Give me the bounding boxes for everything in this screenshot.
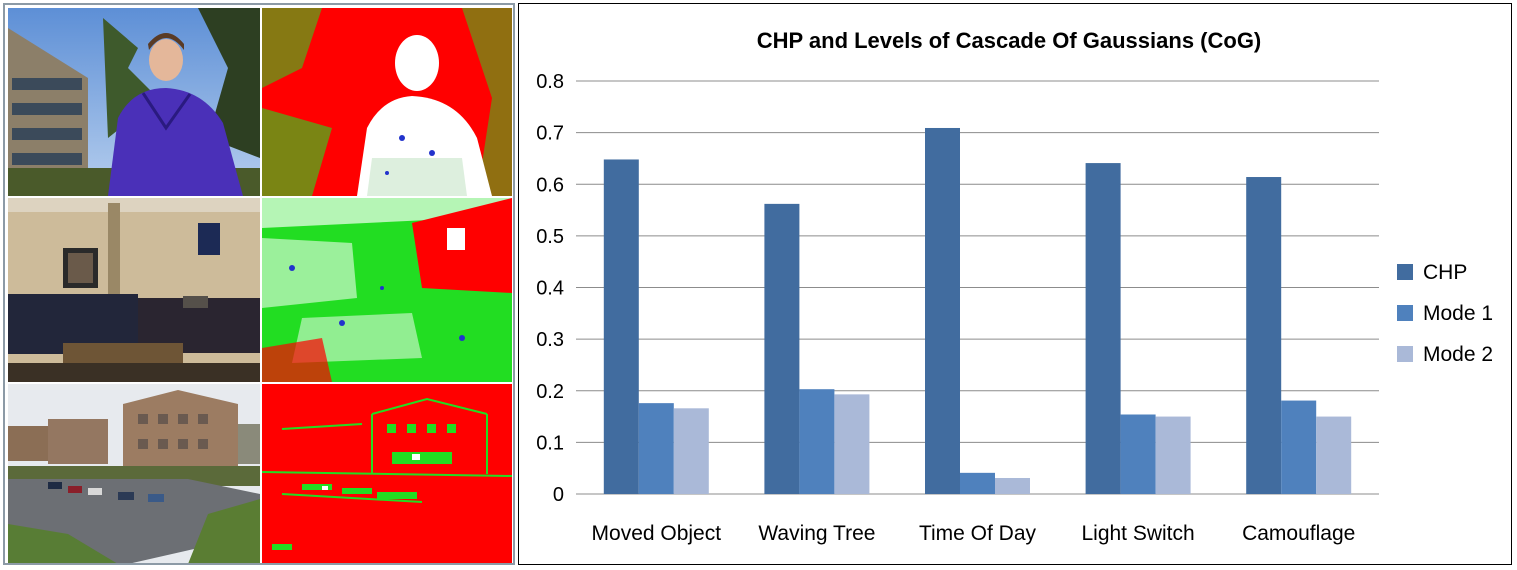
category-labels: Moved Object Waving Tree Time Of Day Light … xyxy=(592,522,1356,545)
bar-mode-2-0 xyxy=(673,408,709,494)
bar-chp-3 xyxy=(1085,163,1121,495)
category-label: Time Of Day xyxy=(919,522,1037,545)
bar-mode-2-4 xyxy=(1316,416,1352,494)
y-tick-label: 0.4 xyxy=(536,278,564,300)
category-label: Moved Object xyxy=(592,522,722,545)
campus-building-photo xyxy=(8,384,260,563)
legend-swatch xyxy=(1397,346,1413,362)
y-tick-label: 0.5 xyxy=(536,226,564,248)
legend: CHP Mode 1 Mode 2 xyxy=(1397,261,1493,366)
legend-label: Mode 1 xyxy=(1423,302,1493,325)
legend-label: CHP xyxy=(1423,261,1467,284)
bar-mode-1-1 xyxy=(799,389,835,494)
person-outdoors-photo xyxy=(8,8,260,196)
bar-chp-1 xyxy=(764,203,800,494)
y-axis-ticks: 0 0.1 0.2 0.3 0.4 0.5 0.6 0.7 0.8 xyxy=(536,71,564,506)
bar-mode-1-0 xyxy=(638,403,674,494)
y-tick-label: 0.6 xyxy=(536,174,564,196)
person-mask-icon xyxy=(262,8,512,196)
bar-chp-4 xyxy=(1246,177,1282,494)
bars xyxy=(603,127,1352,495)
category-label: Light Switch xyxy=(1081,522,1194,545)
bar-mode-2-3 xyxy=(1155,416,1191,494)
bar-chp-2 xyxy=(925,127,960,494)
bar-mode-1-3 xyxy=(1120,414,1156,494)
category-label: Camouflage xyxy=(1242,522,1355,545)
y-tick-label: 0.3 xyxy=(536,329,564,351)
legend-swatch xyxy=(1397,264,1413,280)
chart-panel: CHP and Levels of Cascade Of Gaussians (… xyxy=(518,3,1512,565)
chart-title: CHP and Levels of Cascade Of Gaussians (… xyxy=(757,28,1262,53)
living-room-photo xyxy=(8,198,260,382)
legend-swatch xyxy=(1397,305,1413,321)
legend-label: Mode 2 xyxy=(1423,343,1493,366)
bar-chp-0 xyxy=(603,159,639,494)
building-mask-icon xyxy=(262,384,512,563)
bar-mode-2-2 xyxy=(995,477,1030,494)
bar-mode-1-2 xyxy=(960,472,995,494)
bar-mode-1-4 xyxy=(1281,400,1317,494)
bar-chart: CHP and Levels of Cascade Of Gaussians (… xyxy=(536,28,1493,545)
y-tick-label: 0.8 xyxy=(536,71,564,93)
y-tick-label: 0.1 xyxy=(536,432,564,454)
y-tick-label: 0.7 xyxy=(536,123,564,145)
y-tick-label: 0 xyxy=(553,484,564,506)
living-room-mask-icon xyxy=(262,198,512,382)
images-panel xyxy=(3,3,515,565)
y-tick-label: 0.2 xyxy=(536,381,564,403)
bar-mode-2-1 xyxy=(834,394,870,494)
category-label: Waving Tree xyxy=(758,522,875,545)
